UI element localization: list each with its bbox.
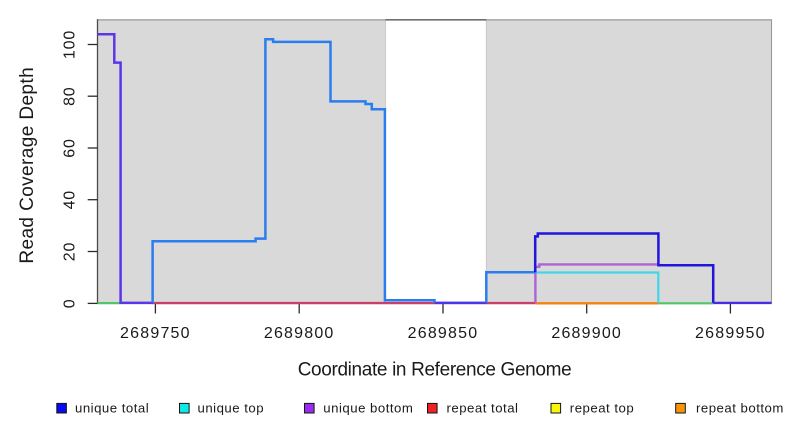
- svg-text:100: 100: [62, 30, 79, 59]
- svg-text:40: 40: [62, 190, 79, 209]
- svg-text:repeat bottom: repeat bottom: [696, 401, 784, 416]
- svg-text:Read Coverage Depth: Read Coverage Depth: [17, 67, 38, 264]
- svg-text:repeat total: repeat total: [447, 401, 519, 416]
- svg-text:unique bottom: unique bottom: [323, 401, 413, 416]
- svg-text:2689850: 2689850: [408, 325, 479, 342]
- svg-text:0: 0: [62, 299, 79, 309]
- svg-text:2689800: 2689800: [264, 325, 335, 342]
- svg-text:20: 20: [62, 242, 79, 261]
- svg-text:unique total: unique total: [75, 401, 149, 416]
- svg-text:60: 60: [62, 138, 79, 157]
- svg-text:80: 80: [62, 86, 79, 105]
- svg-text:unique top: unique top: [198, 401, 265, 416]
- svg-text:repeat top: repeat top: [570, 401, 634, 416]
- svg-text:Coordinate in Reference Genome: Coordinate in Reference Genome: [298, 360, 572, 381]
- svg-text:2689750: 2689750: [120, 325, 191, 342]
- svg-text:2689950: 2689950: [695, 325, 766, 342]
- svg-text:2689900: 2689900: [551, 325, 622, 342]
